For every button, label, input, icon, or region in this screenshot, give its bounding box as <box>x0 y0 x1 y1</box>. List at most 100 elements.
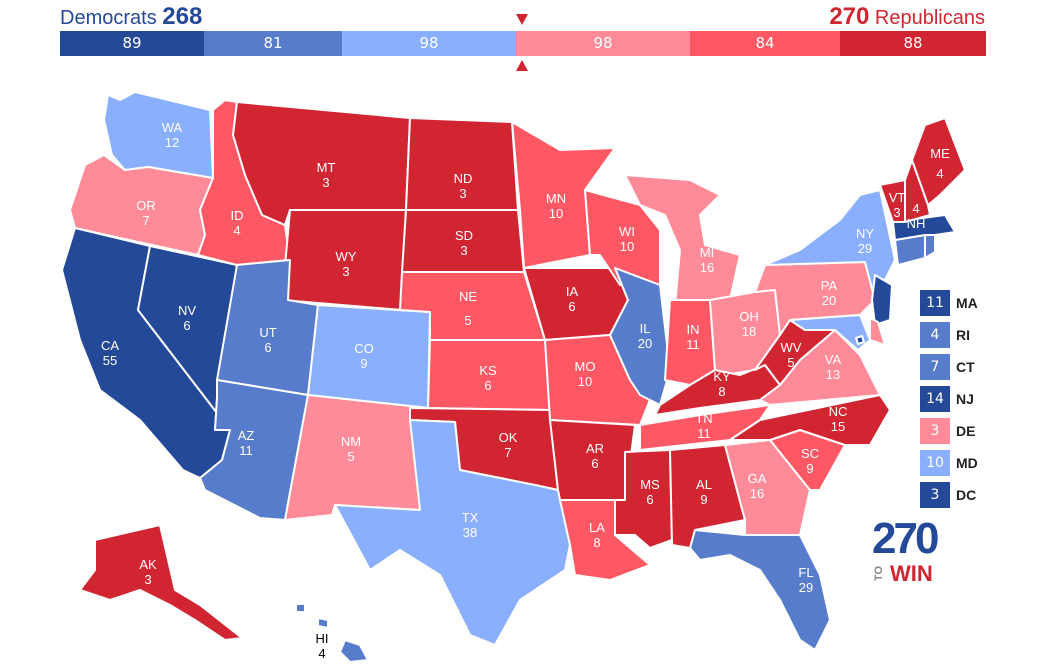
state-ak[interactable] <box>79 524 243 641</box>
legend-state-label: DE <box>956 423 976 439</box>
state-dc[interactable] <box>855 335 865 345</box>
label-vt: VT 3 <box>889 190 906 220</box>
label-wy: WY 3 <box>336 249 357 279</box>
legend-state-label: MD <box>956 455 978 471</box>
label-in: IN 11 <box>686 322 700 352</box>
label-mo: MO 10 <box>575 359 596 389</box>
label-nv: NV 6 <box>178 303 196 333</box>
label-az: AZ 11 <box>238 428 255 458</box>
bar-safe-r[interactable]: 88 <box>840 31 986 56</box>
democrats-header: Democrats 268 <box>60 2 202 33</box>
state-me[interactable] <box>911 117 966 206</box>
legend-item-nj[interactable]: 14 NJ <box>920 386 1040 412</box>
state-de[interactable] <box>869 317 886 346</box>
legend-state-label: RI <box>956 327 970 343</box>
label-nh: 4 NH <box>907 201 926 231</box>
state-nj[interactable] <box>871 274 893 326</box>
label-ga: GA 16 <box>748 471 767 501</box>
label-mt: MT 3 <box>317 160 336 190</box>
label-hi: HI 4 <box>316 631 329 661</box>
label-mi: MI 16 <box>700 245 714 275</box>
label-sd: SD 3 <box>455 228 473 258</box>
state-nc[interactable] <box>729 394 891 446</box>
270towin-logo[interactable]: 270 TO WIN <box>872 516 942 586</box>
legend-ev-box: 7 <box>920 354 950 380</box>
label-al: AL 9 <box>696 477 712 507</box>
label-sc: SC 9 <box>801 446 819 476</box>
label-or: OR 7 <box>136 198 156 228</box>
label-wa: WA 12 <box>162 120 183 150</box>
democrats-total: 268 <box>162 3 203 30</box>
logo-number: 270 <box>872 514 939 563</box>
label-co: CO 9 <box>354 341 374 371</box>
legend-item-md[interactable]: 10 MD <box>920 450 1040 476</box>
state-nh[interactable] <box>904 159 931 223</box>
bar-safe-d[interactable]: 89 <box>60 31 204 56</box>
legend-state-label: CT <box>956 359 975 375</box>
state-co[interactable] <box>307 304 431 409</box>
270-marker-bottom-icon <box>516 60 528 71</box>
republicans-header: 270 Republicans <box>829 2 985 33</box>
democrats-label: Democrats <box>60 7 157 29</box>
state-il[interactable] <box>609 267 671 406</box>
state-hi[interactable] <box>339 639 369 663</box>
label-ms: MS 6 <box>640 477 660 507</box>
label-wv: WV 5 <box>781 340 802 370</box>
label-ut: UT 6 <box>259 325 276 355</box>
legend-item-ma[interactable]: 11 MA <box>920 290 1040 316</box>
label-ks: KS 6 <box>479 363 497 393</box>
state-md[interactable] <box>789 314 871 351</box>
label-il: IL 20 <box>638 321 652 351</box>
legend-item-ct[interactable]: 7 CT <box>920 354 1040 380</box>
republicans-total: 270 <box>829 3 870 30</box>
legend-state-label: DC <box>956 487 977 503</box>
label-nm: NM 5 <box>341 434 361 464</box>
legend-ev-box: 14 <box>920 386 950 412</box>
state-hi-islands[interactable] <box>295 603 329 629</box>
label-nd: ND 3 <box>454 171 473 201</box>
bar-likely-d[interactable]: 81 <box>204 31 342 56</box>
label-wi: WI 10 <box>619 224 635 254</box>
legend-ev-box: 3 <box>920 482 950 508</box>
legend-item-ri[interactable]: 4 RI <box>920 322 1040 348</box>
label-ca: CA 55 <box>101 338 119 368</box>
state-ri[interactable] <box>924 234 936 259</box>
state-wa[interactable] <box>103 91 214 179</box>
legend-state-label: NJ <box>956 391 974 407</box>
state-ny[interactable] <box>764 189 896 301</box>
state-nm[interactable] <box>284 394 429 521</box>
label-fl: FL 29 <box>798 565 813 595</box>
label-ia: IA 6 <box>566 284 579 314</box>
legend-ev-box: 4 <box>920 322 950 348</box>
label-ak: AK 3 <box>139 557 157 587</box>
label-tx: TX 38 <box>462 510 479 540</box>
legend-item-dc[interactable]: 3 DC <box>920 482 1040 508</box>
bar-leans-d[interactable]: 98 <box>342 31 516 56</box>
label-tn: TN 11 <box>695 411 712 441</box>
label-ny: NY 29 <box>856 226 874 256</box>
legend-ev-box: 3 <box>920 418 950 444</box>
label-la: LA 8 <box>589 520 605 550</box>
legend-ev-box: 11 <box>920 290 950 316</box>
legend-item-de[interactable]: 3 DE <box>920 418 1040 444</box>
bar-leans-r[interactable]: 98 <box>516 31 690 56</box>
logo-win: WIN <box>890 561 933 586</box>
label-pa: PA 20 <box>821 278 838 308</box>
state-mi[interactable] <box>624 174 741 306</box>
270-marker-top-icon <box>516 14 528 25</box>
republicans-label: Republicans <box>874 7 985 29</box>
label-mn: MN 10 <box>546 191 566 221</box>
label-ky: KY 8 <box>713 369 731 399</box>
label-nc: NC 15 <box>829 404 848 434</box>
state-tx[interactable] <box>334 419 571 646</box>
electoral-vote-bar: 89 81 98 98 84 88 <box>60 31 986 56</box>
legend-ev-box: 10 <box>920 450 950 476</box>
logo-to: TO <box>873 566 885 582</box>
label-va: VA 13 <box>825 352 842 382</box>
label-oh: OH 18 <box>739 309 759 339</box>
bar-likely-r[interactable]: 84 <box>690 31 840 56</box>
state-fl[interactable] <box>689 529 831 651</box>
label-ok: OK 7 <box>499 430 518 460</box>
label-id: ID 4 <box>231 208 244 238</box>
